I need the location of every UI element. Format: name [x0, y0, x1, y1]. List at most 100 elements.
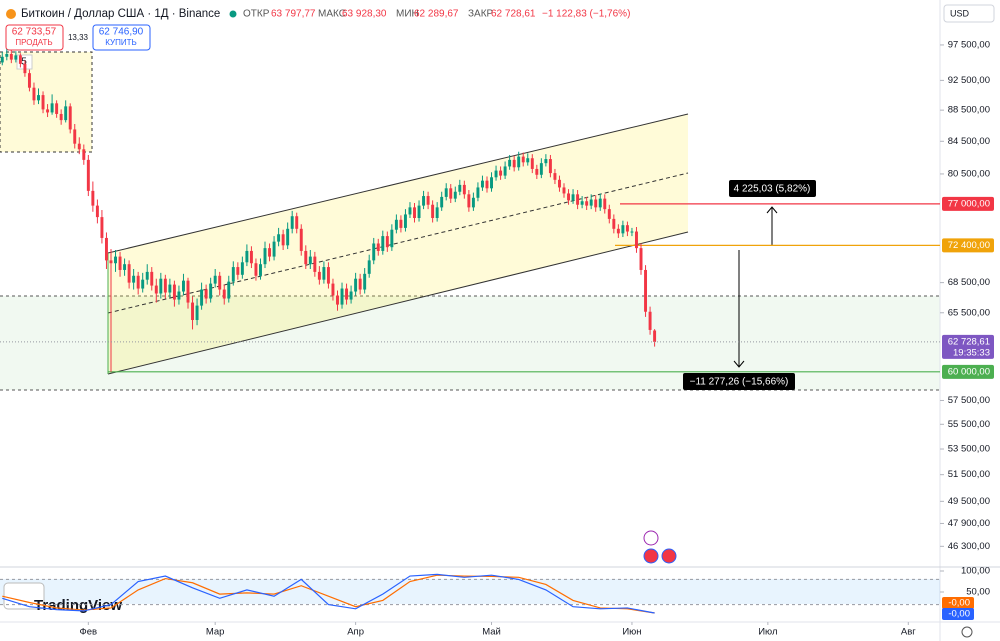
level-label: 77 000,00	[948, 198, 990, 209]
event-icon[interactable]	[643, 530, 659, 546]
x-tick-label: Июл	[758, 627, 777, 638]
candle-body	[95, 205, 99, 218]
candle-body	[340, 288, 344, 305]
candle-body	[32, 87, 36, 101]
candle-body	[9, 53, 13, 60]
y-tick-label: 68 500,00	[948, 277, 990, 288]
indicator-band	[0, 579, 940, 604]
candle-body	[358, 278, 362, 290]
candle-body	[557, 179, 561, 188]
candle-body	[376, 243, 380, 251]
candle-body	[0, 56, 4, 63]
low-label: МИН	[396, 9, 419, 20]
candle-body	[136, 275, 140, 289]
x-tick-label: Мар	[206, 627, 225, 638]
candle-body	[145, 271, 149, 280]
candle-body	[476, 187, 480, 198]
candle-body	[449, 188, 453, 199]
candle-body	[163, 278, 167, 293]
measure-box	[729, 180, 816, 197]
buy-price: 62 746,90	[99, 27, 144, 38]
candle-body	[644, 269, 648, 312]
indicator-line	[2, 574, 655, 614]
candle-body	[313, 256, 317, 272]
level-tag	[942, 238, 994, 253]
candle-body	[14, 55, 18, 60]
level-tag	[942, 196, 994, 211]
sell-button[interactable]	[5, 24, 64, 51]
candle-body	[204, 289, 208, 299]
candle-body	[141, 279, 145, 289]
candle-body	[553, 173, 557, 180]
indicator-line	[2, 573, 655, 614]
candle-body	[249, 250, 253, 264]
candle-body	[213, 275, 217, 284]
level-tag	[942, 364, 994, 379]
candle-body	[64, 106, 68, 121]
measure-label: −11 277,26 (−15,66%)	[690, 377, 789, 388]
candle-body	[594, 199, 598, 208]
event-icon[interactable]	[643, 548, 659, 564]
candle-body	[653, 330, 657, 342]
candle-body	[390, 229, 394, 248]
candle-body	[648, 311, 652, 330]
measure-label: 4 225,03 (5,82%)	[734, 184, 811, 195]
y-tick-label: 51 500,00	[948, 469, 990, 480]
candle-body	[485, 180, 489, 189]
candle-body	[209, 283, 213, 299]
event-icon[interactable]	[661, 548, 677, 564]
y-tick-label: 49 500,00	[948, 496, 990, 507]
x-tick-label: Апр	[347, 627, 364, 638]
indicator-last-label: -0,00	[948, 609, 970, 620]
candle-body	[5, 53, 9, 57]
candle-body	[59, 113, 63, 121]
candle-body	[272, 241, 276, 257]
last-price-label: 62 728,61	[948, 336, 990, 347]
candle-body	[435, 207, 439, 219]
candle-body	[172, 284, 176, 300]
currency-button[interactable]	[943, 4, 995, 23]
sell-label: ПРОДАТЬ	[15, 38, 52, 47]
candle-body	[417, 205, 421, 219]
candle-body	[612, 218, 616, 229]
plot: 97 500,00 92 500,00 88 500,00 84 500,00 80 5…	[0, 39, 994, 638]
candle-body	[259, 264, 262, 276]
candle-body	[308, 256, 312, 265]
buy-button[interactable]	[92, 24, 151, 51]
channel-fill	[108, 114, 688, 374]
candle-body	[548, 159, 552, 174]
y-tick-label: 84 500,00	[948, 136, 990, 147]
candle-body	[331, 283, 335, 296]
countdown: 19:35:33	[953, 347, 990, 358]
candle-body	[27, 73, 31, 88]
candle-body	[381, 236, 385, 251]
candle-body	[41, 95, 45, 110]
candle-body	[286, 228, 290, 246]
indicator-last-label: -0,00	[948, 598, 970, 609]
candle-body	[625, 225, 629, 232]
candle-body	[114, 256, 117, 264]
settings-icon[interactable]	[961, 626, 973, 638]
low-value: 62 289,67	[414, 9, 459, 20]
y-tick-label: 53 500,00	[948, 444, 990, 455]
change-value: −1 122,83 (−1,76%)	[542, 9, 630, 20]
candle-body	[403, 214, 407, 228]
candle-body	[18, 55, 22, 64]
x-tick-label: Авг	[901, 627, 916, 638]
buy-label: КУПИТЬ	[105, 38, 136, 47]
currency: USD	[950, 8, 970, 18]
level-label: 72 400,00	[948, 240, 990, 251]
candle-body	[517, 156, 521, 168]
candle-body	[503, 166, 507, 176]
candle-body	[467, 194, 471, 208]
candle-body	[526, 158, 530, 163]
candle-body	[544, 159, 548, 164]
level-label: 60 000,00	[948, 366, 990, 377]
candle-body	[521, 156, 525, 163]
spread: 13,33	[68, 33, 89, 42]
candle-body	[132, 275, 136, 283]
candle-body	[458, 184, 462, 192]
candle-body	[385, 236, 389, 248]
candle-body	[268, 248, 272, 257]
